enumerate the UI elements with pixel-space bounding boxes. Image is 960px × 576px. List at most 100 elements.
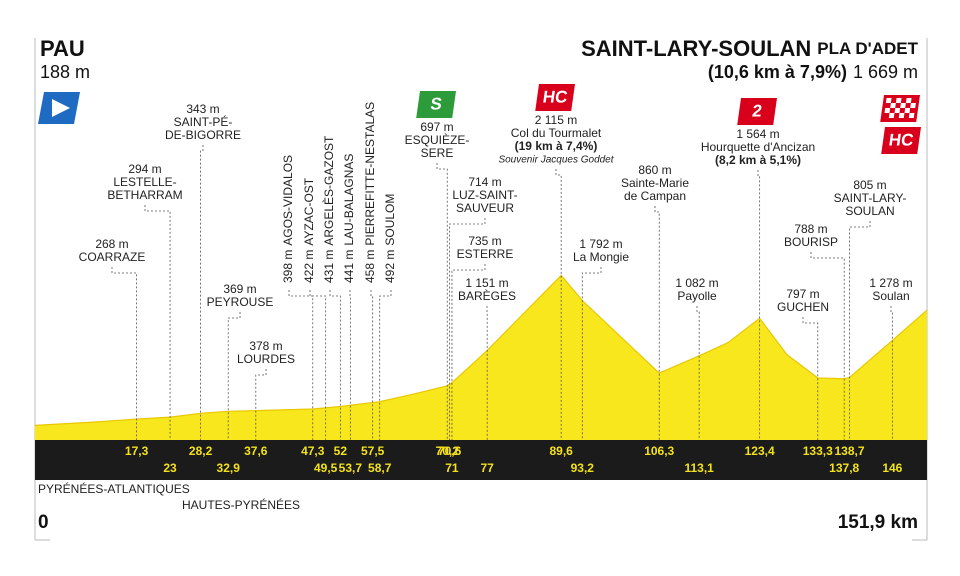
category-badge: S	[416, 91, 456, 118]
waypoint-altitude: 2 115 m	[535, 113, 577, 127]
waypoint-altitude: 422 m	[302, 250, 316, 283]
badge-label: 2	[751, 102, 763, 121]
badge-box	[535, 84, 575, 111]
waypoint-altitude: 378 m	[249, 339, 282, 353]
start-km: 0	[38, 512, 49, 533]
leader-line	[654, 206, 660, 440]
profile-area	[35, 275, 927, 440]
km-label: 17,3	[125, 444, 149, 458]
finish-climb: (10,6 km à 7,9%)	[708, 62, 847, 82]
waypoint-name: GUCHEN	[777, 300, 829, 314]
km-label: 37,6	[244, 444, 268, 458]
waypoint: 431 m ARGELÈS-GAZOST	[321, 135, 341, 440]
badge-box	[881, 127, 921, 154]
waypoint-name: Sainte-Marie	[621, 176, 689, 190]
waypoint-name: PEYROUSE	[207, 295, 274, 309]
waypoint-altitude: 788 m	[794, 222, 827, 236]
waypoint: 492 m SOULOM	[379, 194, 397, 440]
waypoint-altitude: 805 m	[853, 178, 886, 192]
waypoint-altitude: 398 m	[281, 250, 295, 283]
badge-label: S	[429, 95, 443, 114]
km-label: 28,2	[189, 444, 213, 458]
leader-line	[288, 290, 314, 440]
km-label: 113,1	[684, 461, 714, 475]
waypoint-name: LUZ-SAINT-	[452, 188, 517, 202]
waypoint-altitude: 1 792 m	[579, 237, 622, 251]
leader-line	[696, 306, 700, 440]
km-label: 123,4	[745, 444, 775, 458]
km-label: 53,7	[339, 461, 363, 475]
waypoint-label: 441 m LAU-BALAGNAS	[342, 154, 356, 283]
waypoint-name: La Mongie	[573, 250, 629, 264]
waypoint-name: SAUVEUR	[456, 201, 514, 215]
km-label: 32,9	[217, 461, 241, 475]
km-label: 89,6	[549, 444, 573, 458]
leader-line	[451, 264, 486, 440]
km-label: 106,3	[644, 444, 674, 458]
waypoint-name: SOULAN	[845, 204, 894, 218]
finish-name: SAINT-LARY-SOULAN	[581, 36, 811, 61]
badge-label: HC	[542, 88, 569, 107]
waypoint-label: 431 m ARGELÈS-GAZOST	[321, 135, 336, 283]
waypoint-name: PIERREFITTE-NESTALAS	[363, 102, 377, 246]
km-label: 77	[480, 461, 494, 475]
waypoint-altitude: 714 m	[468, 175, 501, 189]
waypoint-name: de Campan	[624, 189, 686, 203]
km-label: 133,3	[803, 444, 833, 458]
climb-info: (19 km à 7,4%)	[515, 139, 598, 153]
waypoint-altitude: 492 m	[383, 250, 397, 283]
km-label: 58,7	[368, 461, 392, 475]
waypoint-altitude: 369 m	[223, 282, 256, 296]
waypoint-altitude: 860 m	[638, 163, 671, 177]
climb-note: Souvenir Jacques Goddet	[498, 155, 614, 166]
finish-badges: HC	[880, 95, 921, 154]
finish-title: SAINT-LARY-SOULAN PLA D'ADET	[581, 36, 918, 61]
finish-altitude: 1 669 m	[853, 62, 918, 82]
km-label: 57,5	[361, 444, 385, 458]
leader-line	[449, 218, 486, 440]
waypoint-name: ESQUIÈZE-	[405, 132, 470, 147]
waypoint-name: AYZAC-OST	[302, 177, 316, 245]
waypoint-name: SERE	[421, 146, 454, 160]
waypoint-name: Hourquette d'Ancizan	[701, 140, 815, 154]
leader-line	[329, 290, 341, 440]
km-label: 71	[445, 461, 459, 475]
km-label: 49,5	[314, 461, 338, 475]
leader-line	[849, 221, 871, 440]
start-altitude: 188 m	[40, 62, 90, 82]
km-band	[35, 440, 927, 480]
waypoint-name: COARRAZE	[79, 250, 146, 264]
start-name: PAU	[40, 36, 85, 61]
waypoint-altitude: 343 m	[186, 102, 219, 116]
waypoint-name: DE-BIGORRE	[165, 128, 241, 142]
waypoint-altitude: 735 m	[468, 234, 501, 248]
waypoint: 422 m AYZAC-OST	[302, 177, 327, 440]
km-label: 52	[334, 444, 348, 458]
waypoint: 441 m LAU-BALAGNAS	[342, 154, 356, 440]
leader-line	[802, 317, 819, 440]
badge-label: HC	[888, 131, 915, 150]
waypoint-name: LOURDES	[237, 352, 295, 366]
waypoint-altitude: 294 m	[128, 162, 161, 176]
department: PYRÉNÉES-ATLANTIQUES	[38, 481, 190, 496]
km-label: 93,2	[571, 461, 595, 475]
waypoint-altitude: 441 m	[342, 250, 356, 283]
waypoint-label: 492 m SOULOM	[383, 194, 397, 283]
profile-line	[34, 274, 928, 426]
waypoint-label: 398 m AGOS-VIDALOS	[281, 155, 295, 283]
waypoint-name: SOULOM	[383, 194, 397, 246]
waypoint-name: SAINT-LARY-	[834, 191, 907, 205]
waypoint: 398 m AGOS-VIDALOS	[281, 155, 314, 440]
finish-place: PLA D'ADET	[817, 39, 918, 58]
